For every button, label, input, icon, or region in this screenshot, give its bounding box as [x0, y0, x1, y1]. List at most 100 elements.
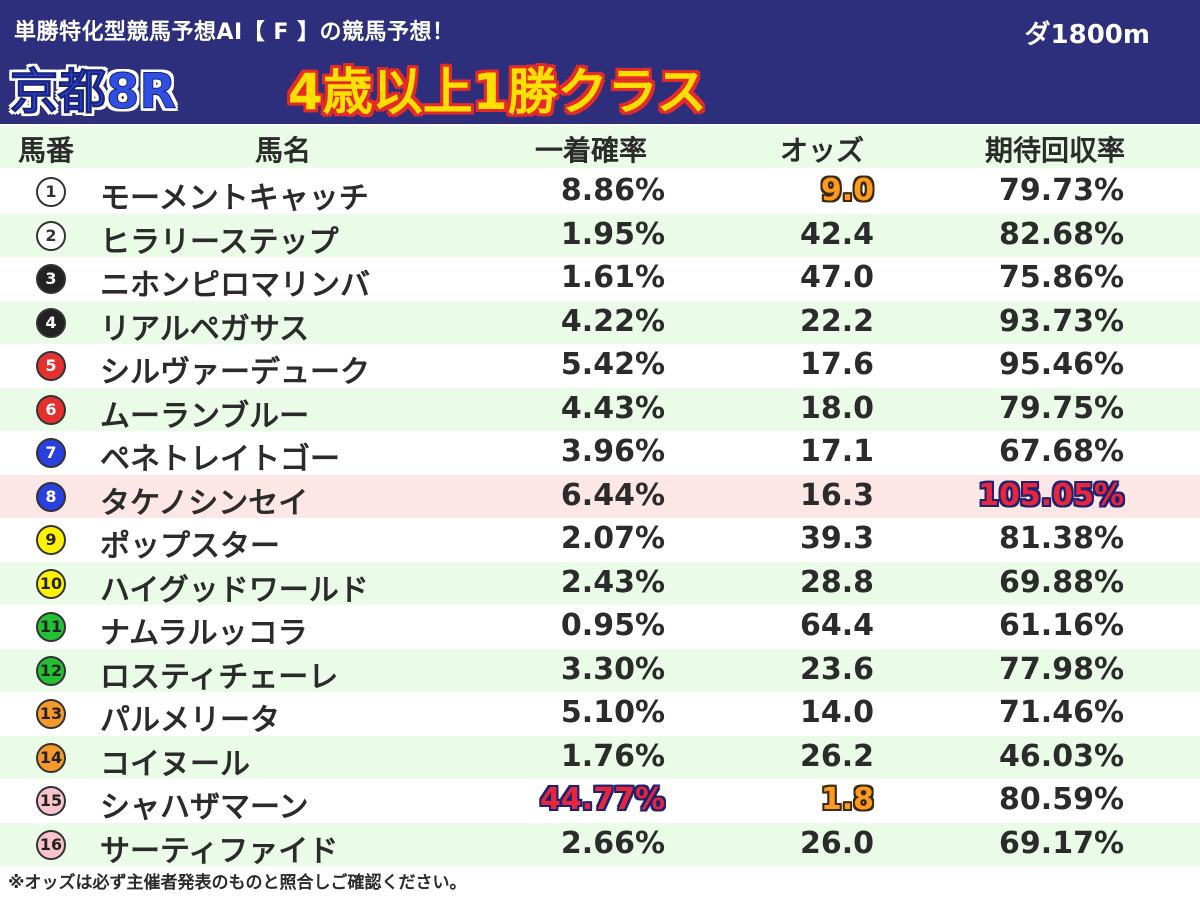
odds-value: 28.8	[799, 564, 874, 600]
horse-name: ペネトレイトゴー	[100, 442, 340, 477]
win-probability: 3.96%	[560, 434, 665, 469]
odds-value: 17.1	[799, 434, 874, 469]
horse-name: ハイグッドワールド	[100, 572, 369, 608]
odds-value: 26.0	[799, 825, 874, 861]
table-row: 6 ムーランブルー 4.43% 18.0 79.75%	[0, 387, 1200, 434]
horse-number-badge: 1	[36, 177, 66, 207]
odds-value: 39.3	[799, 521, 874, 556]
column-header-odds: オッズ	[780, 134, 865, 167]
table-header: 馬番 馬名 一着確率 オッズ 期待回収率	[0, 126, 1200, 168]
expected-return: 77.98%	[999, 651, 1124, 687]
win-probability: 4.22%	[560, 303, 665, 339]
table-row: 15 シャハザマーン 44.77% 1.8 80.59%	[0, 779, 1200, 825]
horse-name: ヒラリーステップ	[100, 224, 339, 260]
expected-return: 105.05%	[978, 477, 1124, 513]
horse-number-badge: 15	[36, 786, 66, 816]
expected-return: 75.86%	[999, 260, 1124, 295]
horse-number-badge: 12	[36, 655, 66, 686]
table-row: 10 ハイグッドワールド 2.43% 28.8 69.88%	[0, 561, 1200, 608]
win-probability: 2.07%	[560, 521, 665, 556]
horse-name: コイヌール	[100, 746, 250, 782]
column-header-num: 馬番	[18, 134, 75, 167]
horse-name: パルメリータ	[100, 703, 280, 738]
expected-return: 81.38%	[999, 521, 1124, 556]
expected-return: 61.16%	[999, 608, 1124, 643]
table-row: 7 ペネトレイトゴー 3.96% 17.1 67.68%	[0, 431, 1200, 477]
win-probability: 0.95%	[560, 608, 665, 643]
odds-value: 23.6	[799, 651, 874, 687]
expected-return: 69.17%	[999, 825, 1124, 861]
odds-value: 26.2	[799, 738, 874, 774]
horse-number-badge: 2	[36, 220, 66, 251]
horse-name: リアルペガサス	[100, 311, 310, 347]
odds-value: 64.4	[799, 608, 874, 643]
horse-number-badge: 10	[36, 568, 66, 599]
win-probability: 1.76%	[560, 738, 665, 774]
horse-number-badge: 11	[36, 612, 66, 642]
expected-return: 93.73%	[999, 303, 1124, 339]
course-label: ダ1800m	[1024, 20, 1150, 50]
expected-return: 79.73%	[999, 173, 1124, 208]
horse-table: 1 モーメントキャッチ 8.86% 9.0 79.73% 2 ヒラリーステップ 1.95% 42…	[0, 170, 1200, 869]
odds-value: 47.0	[799, 260, 874, 295]
expected-return: 46.03%	[999, 738, 1124, 774]
horse-number-badge: 8	[36, 481, 66, 512]
horse-name: モーメントキャッチ	[100, 181, 369, 216]
horse-number-badge: 7	[36, 438, 66, 468]
expected-return: 79.75%	[999, 390, 1124, 426]
odds-value: 18.0	[799, 390, 874, 426]
win-probability: 5.42%	[560, 347, 665, 382]
win-probability: 44.77%	[540, 782, 665, 817]
table-row: 12 ロスティチェーレ 3.30% 23.6 77.98%	[0, 648, 1200, 695]
header-banner: 単勝特化型競馬予想AI【 F 】の競馬予想！ ダ1800m 京都8R 4歳以上1…	[0, 0, 1200, 124]
win-probability: 8.86%	[560, 173, 665, 208]
race-name: 京都8R	[9, 64, 177, 121]
horse-name: サーティファイド	[100, 833, 339, 869]
win-probability: 6.44%	[560, 477, 665, 513]
odds-value: 42.4	[799, 216, 874, 252]
horse-name: ロスティチェーレ	[100, 659, 339, 695]
odds-value: 16.3	[799, 477, 874, 513]
odds-value: 9.0	[820, 173, 874, 208]
win-probability: 1.61%	[560, 260, 665, 295]
table-row: 11 ナムラルッコラ 0.95% 64.4 61.16%	[0, 605, 1200, 651]
horse-number-badge: 5	[36, 351, 66, 381]
win-probability: 4.43%	[560, 390, 665, 426]
horse-name: ナムラルッコラ	[100, 616, 308, 651]
horse-name: タケノシンセイ	[100, 485, 309, 521]
odds-value: 22.2	[799, 303, 874, 339]
horse-number-badge: 16	[36, 829, 66, 860]
column-header-win-prob: 一着確率	[535, 134, 648, 167]
table-row: 4 リアルペガサス 4.22% 22.2 93.73%	[0, 300, 1200, 347]
table-row: 5 シルヴァーデューク 5.42% 17.6 95.46%	[0, 344, 1200, 390]
odds-value: 1.8	[820, 782, 874, 817]
horse-number-badge: 3	[36, 264, 66, 294]
horse-name: ポップスター	[100, 529, 280, 564]
win-probability: 1.95%	[560, 216, 665, 252]
horse-name: ムーランブルー	[100, 398, 310, 434]
horse-name: シャハザマーン	[100, 790, 309, 825]
race-class: 4歳以上1勝クラス	[288, 63, 707, 121]
win-probability: 5.10%	[560, 695, 665, 730]
horse-number-badge: 13	[36, 699, 66, 729]
horse-number-badge: 4	[36, 307, 66, 338]
horse-number-badge: 9	[36, 525, 66, 555]
odds-value: 14.0	[799, 695, 874, 730]
table-row: 8 タケノシンセイ 6.44% 16.3 105.05%	[0, 474, 1200, 521]
table-row: 2 ヒラリーステップ 1.95% 42.4 82.68%	[0, 213, 1200, 260]
column-header-name: 馬名	[255, 134, 312, 167]
horse-name: ニホンピロマリンバ	[100, 268, 370, 303]
expected-return: 80.59%	[999, 782, 1124, 817]
horse-name: シルヴァーデューク	[100, 355, 370, 390]
expected-return: 69.88%	[999, 564, 1124, 600]
win-probability: 2.66%	[560, 825, 665, 861]
table-row: 9 ポップスター 2.07% 39.3 81.38%	[0, 518, 1200, 564]
table-row: 13 パルメリータ 5.10% 14.0 71.46%	[0, 692, 1200, 738]
horse-number-badge: 6	[36, 394, 66, 425]
win-probability: 2.43%	[560, 564, 665, 600]
table-row: 1 モーメントキャッチ 8.86% 9.0 79.73%	[0, 170, 1200, 216]
expected-return: 71.46%	[999, 695, 1124, 730]
table-row: 3 ニホンピロマリンバ 1.61% 47.0 75.86%	[0, 257, 1200, 303]
expected-return: 67.68%	[999, 434, 1124, 469]
page-title: 単勝特化型競馬予想AI【 F 】の競馬予想！	[14, 20, 455, 45]
